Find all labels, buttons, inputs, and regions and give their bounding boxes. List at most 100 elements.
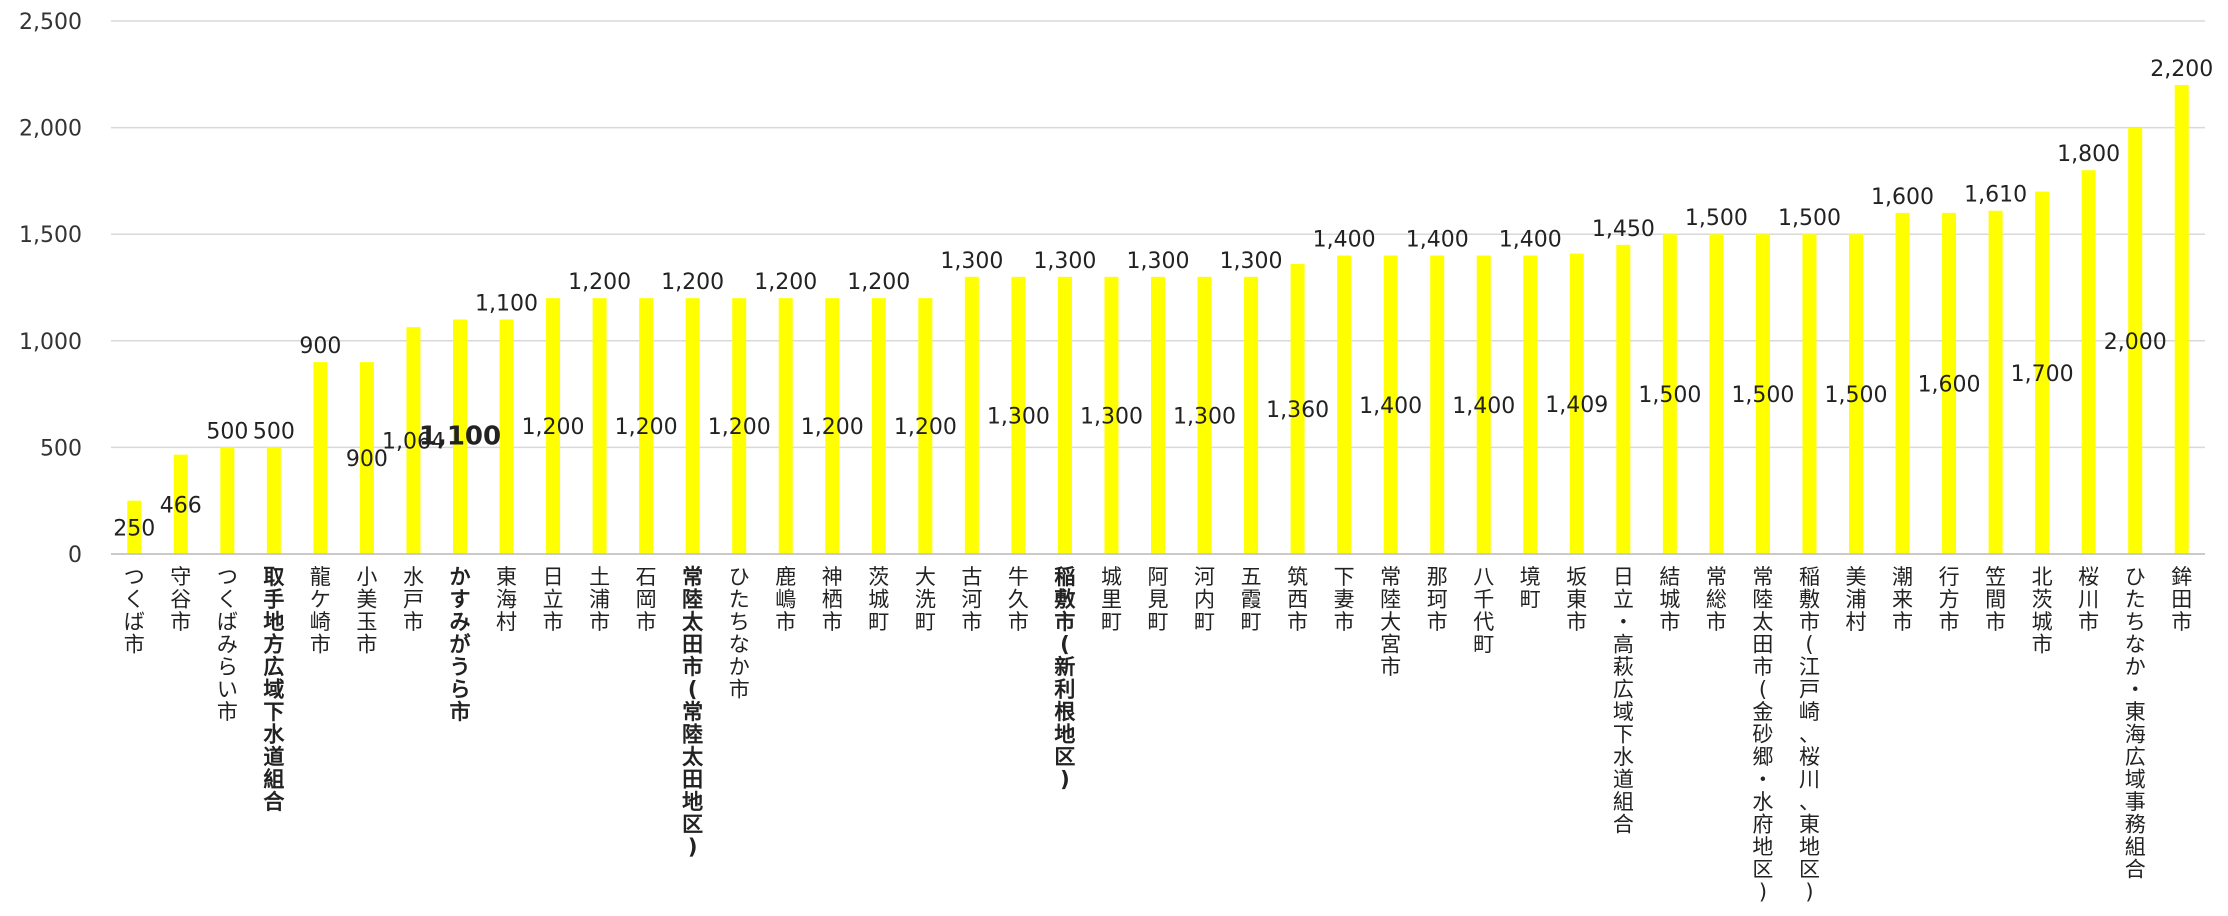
- data-label: 1,200: [661, 270, 724, 295]
- x-tick-label: 境町: [1520, 565, 1541, 612]
- data-label: 500: [253, 419, 295, 444]
- bar: [825, 298, 840, 554]
- bar: [1197, 276, 1212, 554]
- x-tick-label: 河内町: [1194, 565, 1215, 634]
- data-label: 900: [299, 334, 341, 359]
- x-tick-label: 那珂市: [1427, 565, 1448, 634]
- data-label: 1,400: [1406, 228, 1469, 253]
- bar: [1104, 276, 1119, 554]
- x-tick-label: 美浦村: [1846, 565, 1867, 634]
- bar: [1383, 255, 1398, 554]
- x-tick-label: 稲敷市(新利根地区): [1054, 565, 1076, 792]
- data-label: 1,200: [894, 415, 957, 440]
- x-tick-label: 阿見町: [1148, 565, 1169, 634]
- x-tick-label: つくばみらい市: [217, 565, 238, 724]
- data-label: 1,450: [1592, 217, 1655, 242]
- data-label: 1,600: [1918, 372, 1981, 397]
- x-tick-label: 潮来市: [1892, 565, 1913, 634]
- x-tick-label: 常陸大宮市: [1380, 565, 1401, 679]
- x-tick-label: 水戸市: [403, 565, 424, 634]
- bar: [1476, 255, 1491, 554]
- x-tick-label: 日立市: [543, 565, 564, 634]
- bars: [127, 84, 2189, 555]
- bar: [639, 298, 654, 554]
- data-label: 466: [160, 493, 202, 518]
- data-label: 2,000: [2104, 330, 2167, 355]
- data-label: 1,300: [987, 404, 1050, 429]
- bar: [499, 319, 514, 554]
- x-tick-label: 東海村: [496, 565, 517, 634]
- bar: [1057, 276, 1072, 554]
- bar: [359, 362, 374, 554]
- x-tick-label: 小美玉市: [356, 565, 377, 657]
- x-tick-label: 八千代町: [1473, 565, 1494, 657]
- data-label: 2,200: [2150, 57, 2213, 82]
- y-tick-label: 2,500: [19, 10, 82, 35]
- x-tick-label: 行方市: [1939, 565, 1960, 634]
- x-tick-label: 結城市: [1659, 565, 1680, 634]
- bar: [1430, 255, 1445, 554]
- data-label: 1,200: [754, 270, 817, 295]
- bar: [871, 298, 886, 554]
- data-label: 1,800: [2057, 142, 2120, 167]
- y-tick-label: 1,000: [19, 330, 82, 355]
- x-tick-label: 守谷市: [170, 565, 191, 634]
- y-tick-label: 2,000: [19, 117, 82, 142]
- y-tick-label: 1,500: [19, 223, 82, 248]
- x-tick-label: 下妻市: [1334, 565, 1355, 634]
- bar: [1662, 234, 1677, 554]
- bar: [778, 298, 793, 554]
- data-label: 1,300: [1220, 249, 1283, 274]
- x-tick-label: 北茨城市: [2032, 565, 2053, 657]
- data-label: 1,300: [1033, 249, 1096, 274]
- data-label: 1,300: [940, 249, 1003, 274]
- bar: [1942, 212, 1957, 554]
- y-tick-label: 500: [40, 436, 82, 461]
- x-tick-label: 大洗町: [915, 565, 936, 634]
- data-label: 1,500: [1778, 206, 1841, 231]
- data-label: 1,500: [1638, 383, 1701, 408]
- x-axis: つくば市 守谷市 つくばみらい市 取手地方広域下水道組合 龍ケ崎市 小美玉市 水戸市 かすみが…: [111, 553, 2205, 904]
- x-tick-label: ひたちなか市: [729, 565, 750, 702]
- data-label: 1,400: [1452, 394, 1515, 419]
- x-tick-label: 神栖市: [822, 565, 843, 634]
- bar: [1151, 276, 1165, 554]
- bar: [1802, 234, 1817, 554]
- bar: [1616, 244, 1631, 555]
- data-label: 1,700: [2011, 362, 2074, 387]
- data-label: 1,500: [1731, 383, 1794, 408]
- x-tick-label: 常陸太田市(金砂郷・水府地区): [1752, 565, 1773, 904]
- data-label: 1,360: [1266, 398, 1329, 423]
- data-label: 1,610: [1964, 183, 2027, 208]
- x-tick-label: 取手地方広域下水道組合: [263, 565, 285, 814]
- data-label: 1,300: [1127, 249, 1190, 274]
- data-label: 1,200: [708, 415, 771, 440]
- data-label: 1,200: [801, 415, 864, 440]
- x-tick-label: 牛久市: [1008, 565, 1029, 634]
- data-label: 1,400: [1359, 394, 1422, 419]
- bar: [1244, 276, 1259, 554]
- bar: [406, 327, 421, 554]
- bar: [1988, 210, 2003, 555]
- data-label: 1,200: [615, 415, 678, 440]
- x-tick-label: 古河市: [961, 565, 982, 634]
- data-label: 1,409: [1545, 393, 1608, 418]
- x-tick-label: 稲敷市(江戸崎、桜川、東地区): [1799, 565, 1820, 904]
- bar: [2174, 84, 2189, 555]
- bar: [1337, 255, 1352, 554]
- bar: [127, 500, 142, 554]
- data-label: 1,100: [475, 291, 538, 316]
- data-label: 900: [346, 447, 388, 472]
- bar: [1755, 234, 1770, 554]
- bar: [918, 298, 933, 554]
- bar: [1709, 234, 1724, 554]
- bar: [266, 447, 281, 554]
- x-tick-label: 筑西市: [1287, 565, 1308, 634]
- x-tick-label: 鹿嶋市: [775, 565, 796, 634]
- x-tick-label: 常総市: [1706, 565, 1727, 634]
- x-tick-label: 鉾田市: [2171, 565, 2192, 634]
- bar: [964, 276, 979, 554]
- x-tick-label: 笠間市: [1985, 565, 2006, 634]
